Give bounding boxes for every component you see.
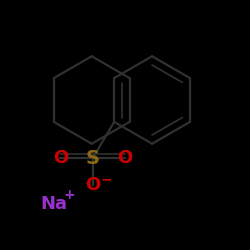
Text: +: + — [64, 188, 76, 202]
Text: O: O — [118, 149, 132, 167]
Text: S: S — [86, 149, 100, 168]
Text: O: O — [85, 176, 100, 194]
Text: O: O — [53, 149, 68, 167]
Text: −: − — [100, 172, 112, 186]
Text: Na: Na — [41, 195, 68, 213]
